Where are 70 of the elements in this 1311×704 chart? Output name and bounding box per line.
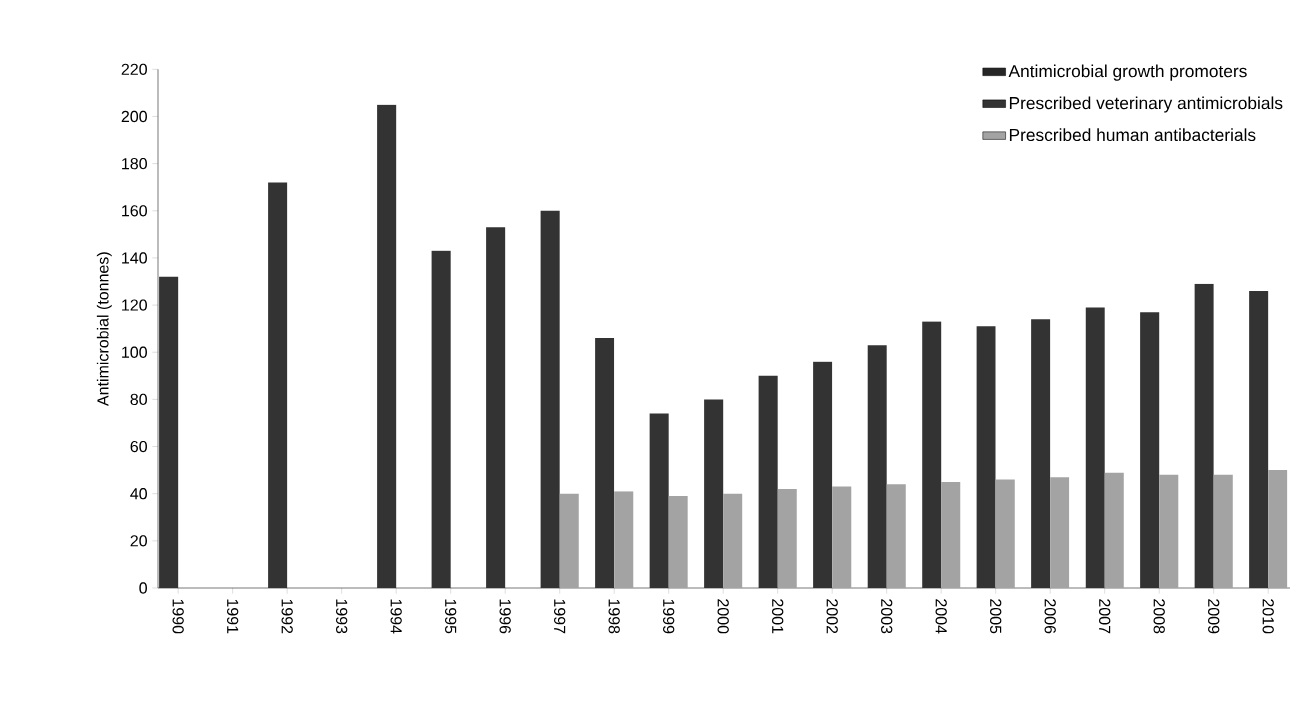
y-tick-label: 60 bbox=[130, 440, 147, 453]
bar bbox=[668, 496, 688, 588]
y-tick-label: 20 bbox=[130, 535, 147, 547]
bar bbox=[1104, 472, 1124, 588]
bar bbox=[159, 276, 179, 588]
x-tick-label: 1996 bbox=[499, 599, 511, 634]
legend-label: Prescribed human antibacterials bbox=[1009, 128, 1256, 142]
x-tick-label: 1990 bbox=[172, 599, 184, 634]
bar bbox=[614, 491, 634, 588]
x-tick-label: 2001 bbox=[772, 599, 784, 634]
bar bbox=[486, 227, 506, 588]
bar bbox=[704, 399, 724, 588]
y-tick-label: 120 bbox=[122, 299, 147, 311]
bar bbox=[1268, 470, 1288, 588]
x-tick-label: 2009 bbox=[1208, 599, 1220, 634]
y-tick-label: 220 bbox=[121, 63, 147, 75]
y-tick-label: 100 bbox=[122, 346, 147, 358]
x-tick-label: 2004 bbox=[935, 599, 947, 634]
x-tick-label: 1994 bbox=[390, 599, 402, 634]
bar bbox=[1159, 474, 1179, 588]
bar bbox=[758, 375, 778, 588]
x-tick-label: 2002 bbox=[826, 599, 838, 634]
bar bbox=[995, 479, 1015, 588]
x-tick-label: 1997 bbox=[554, 599, 566, 634]
x-tick-label: 2006 bbox=[1044, 599, 1056, 634]
bar bbox=[1050, 477, 1070, 588]
y-tick-label: 160 bbox=[122, 205, 147, 217]
bar bbox=[867, 345, 887, 588]
legend-label: Prescribed veterinary antimicrobials bbox=[1009, 96, 1283, 113]
bar bbox=[813, 361, 833, 588]
bar bbox=[1194, 283, 1214, 588]
bar bbox=[595, 338, 615, 588]
x-tick-label: 2000 bbox=[717, 599, 729, 634]
bar bbox=[922, 321, 942, 588]
bar bbox=[1249, 290, 1269, 588]
bar bbox=[723, 493, 743, 588]
y-tick-label: 0 bbox=[139, 582, 147, 594]
bar bbox=[1213, 474, 1233, 588]
y-tick-label: 140 bbox=[122, 252, 147, 264]
x-tick-label: 2003 bbox=[881, 599, 893, 634]
bar bbox=[649, 413, 669, 588]
y-tick-label: 180 bbox=[122, 157, 147, 170]
x-tick-label: 2005 bbox=[990, 599, 1002, 634]
bar bbox=[268, 182, 288, 588]
bar bbox=[832, 486, 852, 588]
bar bbox=[431, 250, 451, 588]
x-tick-label: 2010 bbox=[1262, 599, 1274, 634]
bar bbox=[377, 104, 397, 588]
x-tick-label: 1993 bbox=[336, 599, 348, 634]
bar bbox=[886, 484, 906, 588]
bar bbox=[1031, 319, 1051, 588]
bar bbox=[941, 481, 961, 588]
y-tick-label: 80 bbox=[130, 393, 147, 406]
legend-label: Antimicrobial growth promoters bbox=[1008, 64, 1247, 81]
y-axis-title: Antimicrobial (tonnes) bbox=[96, 252, 112, 407]
x-tick-label: 2008 bbox=[1153, 599, 1165, 634]
x-tick-label: 1995 bbox=[445, 599, 457, 634]
bar bbox=[540, 210, 560, 588]
y-tick-label: 40 bbox=[130, 488, 147, 500]
bar bbox=[777, 488, 797, 588]
x-tick-label: 2007 bbox=[1099, 599, 1111, 634]
x-tick-label: 1998 bbox=[608, 599, 620, 634]
bar bbox=[976, 326, 996, 588]
x-tick-label: 1999 bbox=[663, 599, 675, 634]
bar bbox=[559, 493, 579, 588]
x-tick-label: 1992 bbox=[281, 599, 293, 634]
bar bbox=[1085, 307, 1105, 588]
y-tick-label: 200 bbox=[121, 110, 147, 123]
x-tick-label: 1991 bbox=[227, 599, 239, 634]
bar bbox=[1140, 312, 1160, 588]
